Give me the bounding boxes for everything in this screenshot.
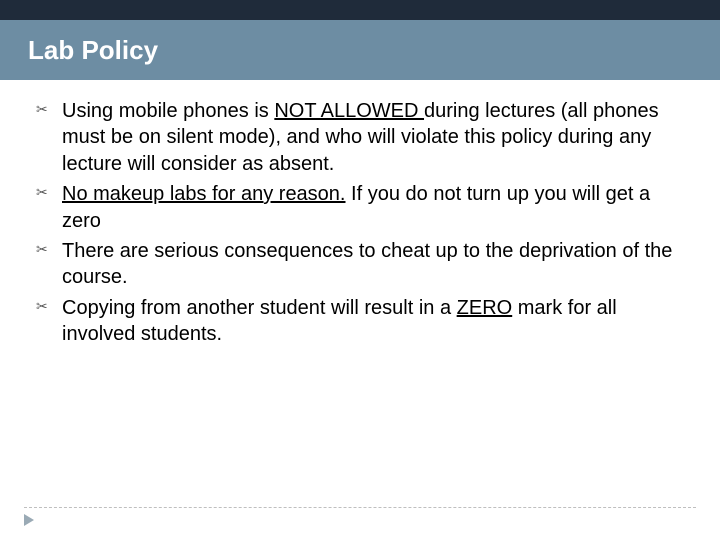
title-band: Lab Policy	[0, 20, 720, 80]
bullet-text-pre: There are serious consequences to cheat …	[62, 240, 672, 288]
content-area: Using mobile phones is NOT ALLOWED durin…	[0, 80, 720, 348]
list-item: There are serious consequences to cheat …	[36, 238, 686, 291]
list-item: Using mobile phones is NOT ALLOWED durin…	[36, 98, 686, 177]
bullet-text-underline: ZERO	[457, 297, 513, 319]
list-item: No makeup labs for any reason. If you do…	[36, 181, 686, 234]
footer-dashed-line	[24, 507, 696, 508]
top-dark-band	[0, 0, 720, 20]
bullet-text-underline: No makeup labs for any reason.	[62, 183, 346, 205]
bullet-text-underline: NOT ALLOWED	[274, 100, 424, 122]
slide-title: Lab Policy	[28, 35, 158, 66]
bullet-text-pre: Copying from another student will result…	[62, 297, 457, 319]
footer-triangle-icon	[24, 514, 34, 526]
bullet-text-pre: Using mobile phones is	[62, 100, 274, 122]
list-item: Copying from another student will result…	[36, 295, 686, 348]
bullet-list: Using mobile phones is NOT ALLOWED durin…	[36, 98, 686, 348]
